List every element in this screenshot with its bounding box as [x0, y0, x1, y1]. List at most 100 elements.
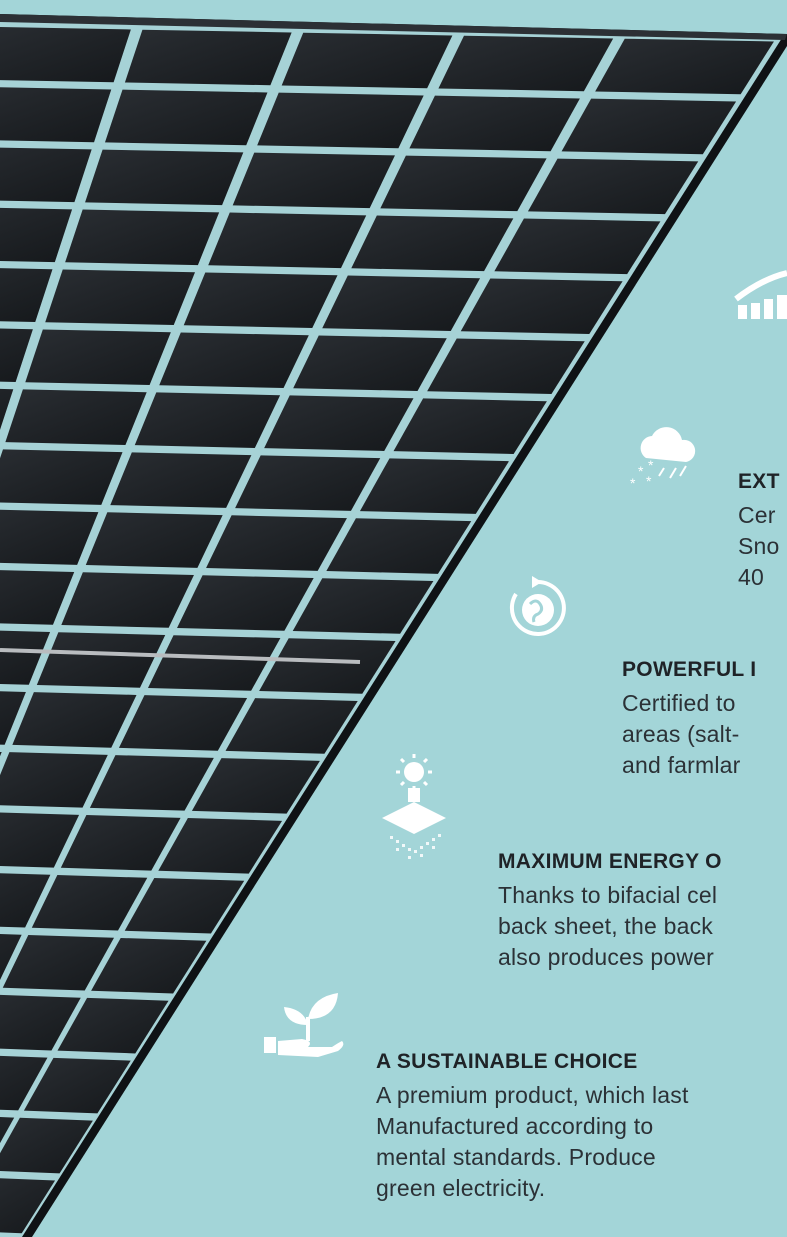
- solar-cell: [85, 149, 244, 206]
- solar-cell: [124, 29, 292, 86]
- feature-line: areas (salt-: [622, 721, 740, 747]
- feature-heading: A SUSTAINABLE CHOICE: [376, 1050, 638, 1073]
- solar-cell: [36, 632, 166, 688]
- solar-cell: [0, 994, 81, 1051]
- solar-cell: [427, 338, 585, 394]
- solar-cell: [0, 812, 80, 868]
- svg-text:*: *: [648, 457, 654, 473]
- solar-cell: [31, 875, 148, 931]
- solar-cell: [0, 146, 92, 203]
- solar-cell: [322, 275, 481, 332]
- solar-cell: [177, 575, 314, 631]
- solar-cell: [225, 698, 358, 754]
- solar-cell: [158, 818, 283, 874]
- solar-cell: [0, 569, 75, 625]
- solar-cell: [393, 398, 547, 454]
- solar-cell: [409, 95, 580, 152]
- solar-cell: [134, 392, 281, 448]
- hand-sprout-icon: [264, 993, 344, 1057]
- solar-cell: [208, 212, 367, 269]
- solar-cell: [0, 872, 51, 928]
- feature-heading: MAXIMUM ENERGY O: [498, 850, 722, 873]
- solar-cell: [292, 578, 434, 634]
- solar-cell: [25, 329, 171, 385]
- svg-text:*: *: [630, 475, 636, 491]
- solar-cell: [23, 1057, 131, 1114]
- solar-cell: [351, 215, 514, 272]
- rising-bars-chart-icon: [734, 270, 787, 319]
- solar-cell: [0, 1054, 48, 1111]
- feature-heading: EXT: [738, 470, 780, 493]
- svg-text:*: *: [646, 473, 652, 489]
- solar-cell: [359, 458, 510, 514]
- solar-cell: [183, 272, 338, 329]
- solar-cell: [118, 695, 248, 751]
- feature-line: Manufactured according to: [376, 1113, 654, 1139]
- solar-cell: [159, 332, 309, 388]
- feature-line: Sno: [738, 533, 780, 559]
- feature-line: green electricity.: [376, 1175, 546, 1201]
- solar-cell: [89, 755, 214, 811]
- solar-cell: [0, 206, 73, 263]
- solar-cell: [235, 455, 381, 511]
- feature-powerful: POWERFUL I Certified to areas (salt- and…: [622, 658, 787, 781]
- solar-cell: [0, 509, 99, 565]
- feature-line: back sheet, the back: [498, 913, 713, 939]
- feature-heading: POWERFUL I: [622, 658, 757, 681]
- solar-cell: [85, 512, 223, 568]
- feature-line: mental standards. Produce: [376, 1144, 656, 1170]
- feature-line: Cer: [738, 502, 776, 528]
- feature-line: also produces power: [498, 944, 715, 970]
- feature-maximum: MAXIMUM ENERGY O Thanks to bifacial cel …: [498, 850, 787, 973]
- solar-cell: [380, 155, 547, 212]
- solar-cell: [191, 758, 320, 814]
- solar-cell: [0, 629, 51, 685]
- solar-cell: [326, 518, 472, 574]
- solar-cell: [281, 32, 453, 89]
- solar-cell: [0, 86, 112, 143]
- solar-cell: [293, 335, 447, 391]
- solar-cell: [91, 937, 207, 994]
- solar-cell: [259, 638, 396, 694]
- solar-cell: [60, 815, 181, 871]
- solar-cell: [595, 38, 774, 95]
- feature-extreme: EXT Cer Sno 40: [738, 470, 787, 593]
- solar-cell: [0, 1177, 56, 1234]
- solar-cell: [12, 692, 137, 748]
- solar-cell: [460, 278, 623, 335]
- recycle-globe-icon: [509, 576, 566, 636]
- solar-cell: [0, 1117, 93, 1174]
- svg-text:*: *: [638, 463, 644, 479]
- sun-bifacial-panel-icon: [382, 754, 446, 859]
- solar-cell: [110, 452, 252, 508]
- solar-cell: [45, 269, 196, 326]
- solar-cell: [206, 515, 347, 571]
- solar-cell: [264, 395, 414, 451]
- feature-line: 40: [738, 564, 764, 590]
- feature-line: A premium product, which last: [376, 1082, 689, 1108]
- solar-cell: [561, 98, 737, 155]
- solar-cell: [0, 752, 108, 808]
- feature-line: Thanks to bifacial cel: [498, 882, 718, 908]
- solar-cell: [124, 878, 245, 934]
- solar-cell: [527, 158, 699, 215]
- solar-cell: [257, 92, 424, 149]
- solar-cell: [0, 449, 123, 505]
- solar-cell: [104, 89, 268, 146]
- cloud-rain-snow-icon: * * * *: [630, 427, 696, 491]
- solar-cell: [147, 635, 281, 691]
- solar-cell: [61, 572, 194, 628]
- solar-cell: [438, 35, 614, 92]
- solar-cell: [65, 209, 220, 266]
- solar-cell: [2, 934, 115, 991]
- feature-sustainable: A SUSTAINABLE CHOICE A premium product, …: [376, 1050, 787, 1204]
- solar-cell: [0, 266, 53, 323]
- solar-cell: [57, 997, 169, 1054]
- solar-cell: [5, 389, 147, 445]
- feature-line: and farmlar: [622, 752, 741, 778]
- solar-cell: [494, 218, 661, 275]
- feature-line: Certified to: [622, 690, 736, 716]
- solar-cell: [0, 26, 131, 83]
